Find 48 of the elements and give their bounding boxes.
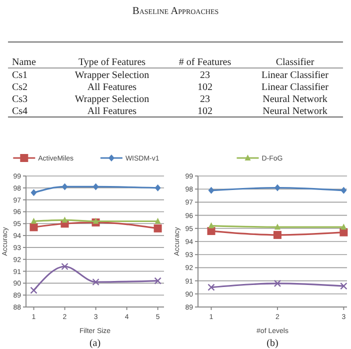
point <box>274 184 280 192</box>
point <box>273 230 282 239</box>
point <box>208 222 214 228</box>
point <box>61 262 68 270</box>
point <box>92 218 99 224</box>
text: Cs2 <box>12 82 28 93</box>
point <box>340 228 348 236</box>
point <box>92 278 100 286</box>
text: (a) <box>89 338 101 349</box>
category-label: Name <box>12 57 36 68</box>
text: Cs4 <box>12 106 28 117</box>
text: 23 <box>200 70 210 81</box>
point <box>30 189 37 196</box>
point <box>30 223 38 232</box>
point <box>154 184 161 192</box>
point <box>208 186 214 194</box>
category-label: Type of Features <box>78 57 146 68</box>
text: Baseline Approaches <box>132 6 219 17</box>
point <box>92 183 99 190</box>
point <box>30 286 38 294</box>
text: 23 <box>200 94 210 105</box>
text: Wrapper Selection <box>74 94 150 105</box>
point <box>208 284 215 291</box>
text: Cs1 <box>12 70 28 81</box>
text: Wrapper Selection <box>74 70 150 81</box>
text: All Features <box>87 82 137 93</box>
point <box>340 186 347 194</box>
text: Linear Classifier <box>262 70 328 81</box>
category-label: # of Features <box>178 57 232 68</box>
point <box>62 216 68 223</box>
point <box>340 224 347 230</box>
text: (b) <box>266 338 278 349</box>
point <box>274 280 282 288</box>
point <box>340 282 348 290</box>
category-label: Classifier <box>276 57 315 68</box>
point <box>154 224 162 232</box>
text: 102 <box>198 82 212 93</box>
text: Cs3 <box>12 94 28 105</box>
text: 102 <box>198 106 212 117</box>
text: All Features <box>87 106 137 117</box>
point <box>154 277 162 284</box>
text: Neural Network <box>262 94 328 105</box>
text: Neural Network <box>262 106 328 117</box>
point <box>30 218 37 224</box>
point <box>274 224 280 230</box>
point <box>62 183 68 190</box>
text: Linear Classifier <box>262 82 328 93</box>
point <box>154 218 161 224</box>
